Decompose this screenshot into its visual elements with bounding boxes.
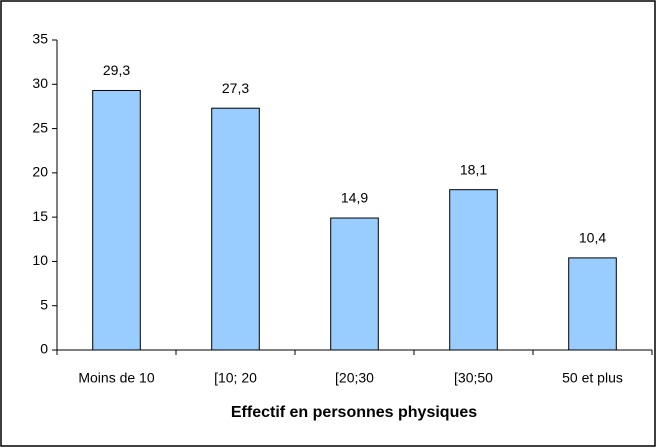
y-tick-label: 15	[32, 208, 48, 224]
y-tick-label: 5	[40, 296, 48, 312]
y-tick-label: 10	[32, 252, 48, 268]
x-tick-label: [10; 20	[214, 370, 257, 386]
y-tick-label: 0	[40, 341, 48, 357]
bar	[92, 89, 141, 351]
x-tick-label: [30;50	[454, 370, 493, 386]
data-label: 29,3	[103, 62, 130, 78]
data-label: 14,9	[341, 190, 368, 206]
bar	[449, 189, 498, 351]
y-tick-label: 20	[32, 164, 48, 180]
x-tick-label: Moins de 10	[78, 370, 154, 386]
y-tick-label: 25	[32, 119, 48, 135]
bar	[568, 257, 617, 351]
y-tick-label: 30	[32, 75, 48, 91]
data-label: 27,3	[222, 80, 249, 96]
x-tick-label: [20;30	[335, 370, 374, 386]
y-tick-label: 35	[32, 31, 48, 47]
data-label: 18,1	[460, 161, 487, 177]
bar	[330, 217, 379, 351]
data-label: 10,4	[579, 230, 606, 246]
x-axis-title: Effectif en personnes physiques	[231, 404, 477, 421]
bar	[211, 107, 260, 351]
x-tick-label: 50 et plus	[562, 370, 623, 386]
